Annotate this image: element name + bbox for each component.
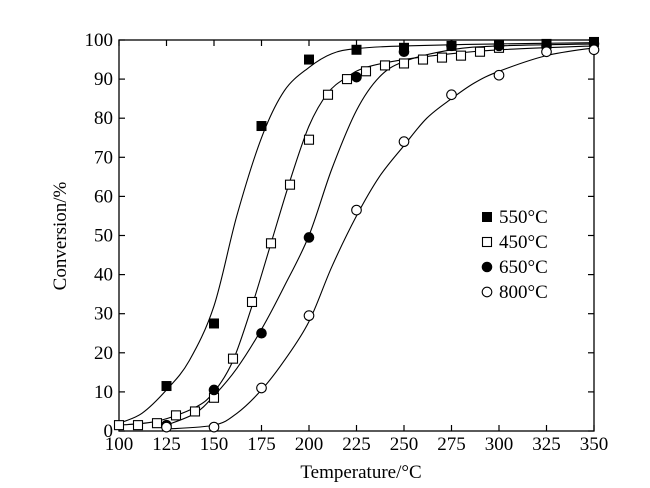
y-tick-label: 0 <box>104 421 114 442</box>
data-point-450 <box>170 410 182 421</box>
legend-label-650: 650°C <box>499 257 548 278</box>
data-point-800 <box>588 44 600 56</box>
data-point-450 <box>227 353 239 364</box>
x-tick-label: 200 <box>295 434 324 455</box>
legend-marker-800 <box>481 286 493 298</box>
y-tick-label: 40 <box>94 265 113 286</box>
y-tick-label: 10 <box>94 382 113 403</box>
data-point-800 <box>541 46 552 58</box>
x-tick-label: 300 <box>485 434 514 455</box>
data-point-800 <box>351 204 362 216</box>
data-point-450 <box>360 66 372 77</box>
legend-label-800: 800°C <box>499 282 548 303</box>
data-point-650 <box>256 327 267 339</box>
x-tick-label: 250 <box>390 434 419 455</box>
data-point-450 <box>398 58 410 69</box>
data-point-450 <box>379 60 391 71</box>
legend-marker-650 <box>481 261 493 273</box>
data-point-450 <box>151 418 163 429</box>
x-axis-title: Temperature/°C <box>300 462 421 483</box>
data-point-650 <box>303 232 315 243</box>
data-point-800 <box>398 136 410 148</box>
data-point-650 <box>351 71 362 83</box>
fit-curve-450 <box>118 45 595 426</box>
data-point-450 <box>303 134 315 145</box>
data-point-450 <box>436 52 448 63</box>
y-tick-label: 80 <box>94 108 113 129</box>
data-point-450 <box>417 54 429 65</box>
data-point-650 <box>398 46 410 58</box>
data-point-800 <box>208 421 220 433</box>
data-point-650 <box>493 40 505 52</box>
axes: 100 125 150 175 200 225 250 275 300 325 350 0 10 20 30… <box>85 30 609 455</box>
y-tick-label: 90 <box>94 69 113 90</box>
data-point-550 <box>161 381 172 392</box>
data-point-450 <box>455 50 467 61</box>
data-point-450 <box>341 74 353 85</box>
data-point-450 <box>474 46 486 57</box>
data-point-450 <box>189 406 201 417</box>
data-point-450 <box>246 296 258 308</box>
legend: 550°C 450°C 650°C 800°C <box>481 207 548 303</box>
y-tick-label: 50 <box>94 226 113 247</box>
x-tick-label: 125 <box>152 434 181 455</box>
data-point-450 <box>284 179 296 190</box>
data-point-800 <box>303 310 315 322</box>
legend-marker-550 <box>482 212 492 222</box>
data-point-800 <box>256 382 267 394</box>
data-point-800 <box>446 89 457 101</box>
x-tick-label: 275 <box>437 434 466 455</box>
data-points <box>113 36 600 433</box>
data-point-550 <box>351 44 362 55</box>
legend-label-450: 450°C <box>499 232 548 253</box>
x-tick-label: 325 <box>532 434 561 455</box>
y-tick-label: 20 <box>94 343 113 364</box>
legend-label-550: 550°C <box>499 207 548 228</box>
data-point-450 <box>322 89 334 100</box>
x-tick-label: 150 <box>200 434 229 455</box>
data-point-800 <box>161 421 172 433</box>
x-tick-label: 225 <box>342 434 371 455</box>
legend-marker-450 <box>481 236 493 248</box>
data-point-650 <box>208 384 220 396</box>
y-axis-title: Conversion/% <box>50 181 71 290</box>
x-tick-label: 350 <box>580 434 609 455</box>
data-point-800 <box>493 69 505 81</box>
y-tick-label: 100 <box>85 30 114 51</box>
data-point-550 <box>304 54 314 65</box>
data-point-450 <box>113 420 125 431</box>
data-point-550 <box>256 121 267 132</box>
fit-curve-800 <box>166 47 595 430</box>
x-tick-label: 175 <box>247 434 276 455</box>
y-tick-label: 70 <box>94 147 113 168</box>
y-tick-label: 60 <box>94 186 113 207</box>
x-tick-label: 100 <box>105 434 134 455</box>
data-point-650 <box>446 40 457 52</box>
y-tick-label: 30 <box>94 304 113 325</box>
data-point-550 <box>209 318 219 329</box>
data-point-450 <box>265 238 277 249</box>
data-point-450 <box>132 420 144 431</box>
